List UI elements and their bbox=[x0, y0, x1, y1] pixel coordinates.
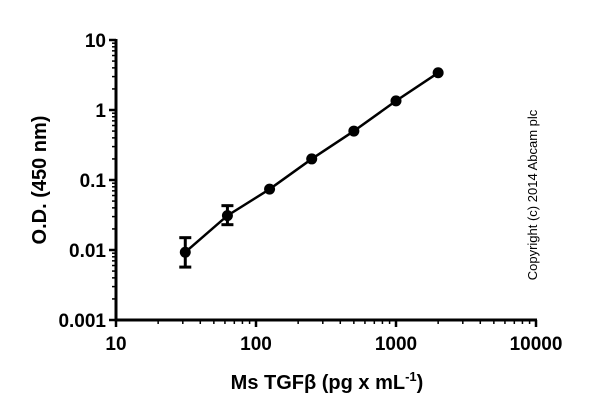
y-tick-label: 0.1 bbox=[80, 171, 107, 192]
x-tick-label: 100 bbox=[240, 334, 272, 355]
y-tick-label: 0.01 bbox=[69, 241, 106, 262]
data-point-marker bbox=[390, 95, 402, 107]
x-tick-label: 10000 bbox=[510, 334, 563, 355]
data-point-marker bbox=[306, 153, 318, 165]
y-tick-label: 1 bbox=[95, 101, 106, 122]
x-tick-label: 10 bbox=[105, 334, 126, 355]
data-point-marker bbox=[348, 125, 360, 137]
x-axis-title: Ms TGFβ (pg x mL-1) bbox=[231, 369, 424, 394]
data-series bbox=[179, 67, 444, 269]
x-tick-label: 1000 bbox=[375, 334, 417, 355]
y-tick-label: 10 bbox=[85, 31, 106, 52]
x-axis-tick-labels: 10 100 1000 10000 bbox=[105, 334, 562, 355]
copyright-notice: Copyright (c) 2014 Abcam plc bbox=[525, 109, 540, 280]
data-point-marker bbox=[264, 183, 276, 195]
y-axis-title: O.D. (450 nm) bbox=[29, 116, 51, 245]
y-tick-label: 0.001 bbox=[58, 311, 106, 332]
data-point-marker bbox=[179, 246, 191, 258]
y-axis-tick-labels: 0.001 0.01 0.1 1 10 bbox=[58, 31, 106, 332]
data-point-marker bbox=[432, 67, 444, 79]
data-point-marker bbox=[221, 210, 233, 222]
